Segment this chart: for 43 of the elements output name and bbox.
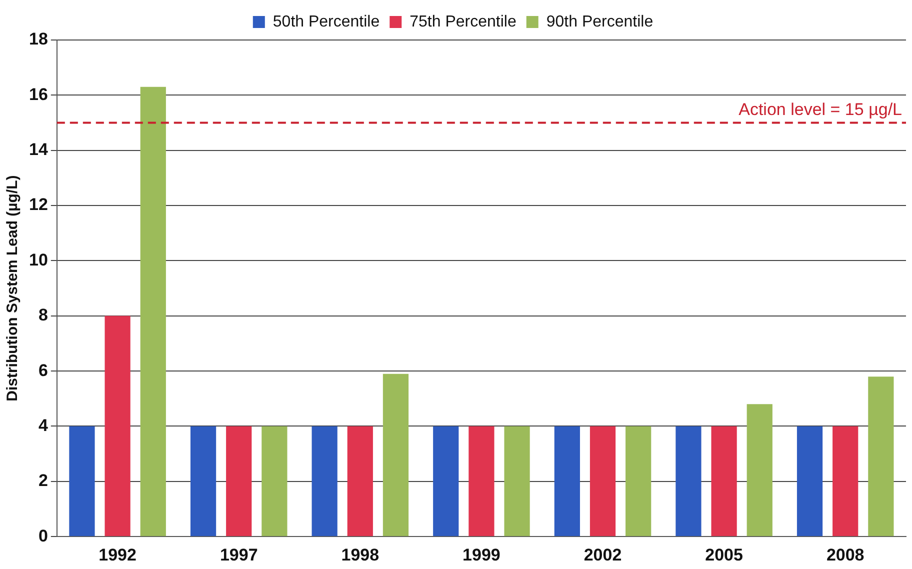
bar: [868, 376, 894, 536]
bar: [504, 426, 530, 536]
x-tick-label: 1997: [220, 545, 258, 564]
y-tick-label: 2: [38, 471, 48, 490]
y-tick-label: 16: [28, 84, 48, 104]
bar: [312, 426, 338, 536]
legend-label: 75th Percentile: [410, 13, 516, 30]
bar: [590, 426, 616, 536]
bar: [226, 426, 252, 536]
bar: [382, 374, 409, 536]
bar: [468, 426, 494, 536]
bar: [626, 426, 652, 536]
y-tick-label: 8: [38, 306, 48, 325]
bar: [104, 316, 130, 536]
bar: [347, 426, 373, 536]
bar: [746, 404, 772, 536]
legend-label: 50th Percentile: [272, 13, 380, 30]
bar: [69, 426, 95, 536]
bar: [676, 426, 702, 536]
y-tick-label: 18: [28, 30, 48, 49]
bar: [832, 426, 858, 536]
y-tick-label: 10: [28, 250, 48, 270]
bar: [554, 426, 580, 536]
bar: [190, 426, 216, 536]
bar: [433, 426, 459, 536]
legend-label: 90th Percentile: [546, 13, 654, 30]
x-tick-label: 2005: [705, 545, 743, 564]
x-tick-label: 1999: [462, 545, 500, 564]
x-tick-label: 2008: [826, 545, 864, 564]
x-tick-label: 1992: [98, 545, 136, 564]
x-tick-label: 2002: [584, 545, 622, 564]
bar: [796, 426, 823, 536]
y-axis-title: Distribution System Lead (µg/L): [4, 175, 22, 402]
y-tick-label: 14: [28, 140, 48, 160]
y-tick-label: 6: [38, 360, 48, 380]
bar: [140, 86, 166, 536]
bar: [711, 426, 737, 536]
x-tick-label: 1998: [341, 545, 380, 564]
y-tick-label: 0: [38, 526, 48, 546]
ref-line-label: Action level = 15 µg/L: [738, 100, 902, 119]
y-tick-label: 12: [28, 195, 48, 214]
y-tick-label: 4: [38, 416, 48, 435]
bar: [262, 426, 288, 536]
